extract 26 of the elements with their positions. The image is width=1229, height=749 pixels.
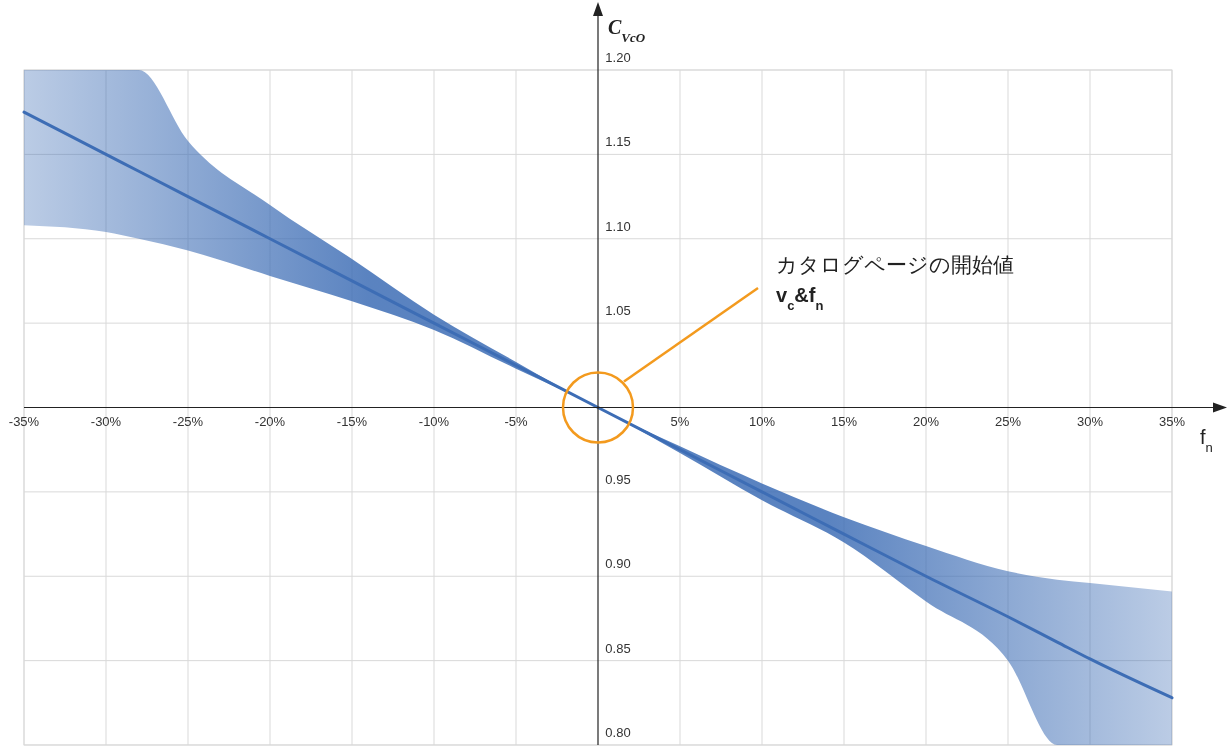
x-tick-label: 30% [1076,413,1104,429]
y-axis-title: C$_{VcO}$ [608,16,646,45]
x-tick-label: 25% [994,413,1022,429]
x-tick-label: 5% [670,413,690,429]
x-tick-label: -10% [418,413,450,429]
y-tick-label: 1.15 [605,134,631,150]
x-tick-label: 10% [748,413,776,429]
y-tick-label: 1.10 [605,218,631,234]
y-tick-label: 0.90 [605,556,631,572]
x-tick-label: -30% [90,413,122,429]
x-axis-title: f$_{n}$ [1200,425,1213,454]
y-tick-label: 0.85 [605,640,631,656]
y-tick-label: 1.20 [605,50,631,65]
x-tick-label: 20% [912,413,940,429]
annotation: v$_{c}$&f$_{n}$ [776,284,824,313]
x-tick-label: -25% [172,413,204,429]
x-tick-label: -5% [504,413,528,429]
y-tick-label: 1.05 [605,303,631,319]
y-tick-label: 0.95 [605,471,631,487]
x-tick-label: -35% [8,413,40,429]
x-tick-label: -15% [336,413,368,429]
x-tick-label: -20% [254,413,286,429]
annotation: カタログページの開始値 [776,253,1014,276]
y-tick-label: 0.80 [605,725,631,740]
x-tick-label: 35% [1158,413,1186,429]
x-tick-label: 15% [830,413,858,429]
